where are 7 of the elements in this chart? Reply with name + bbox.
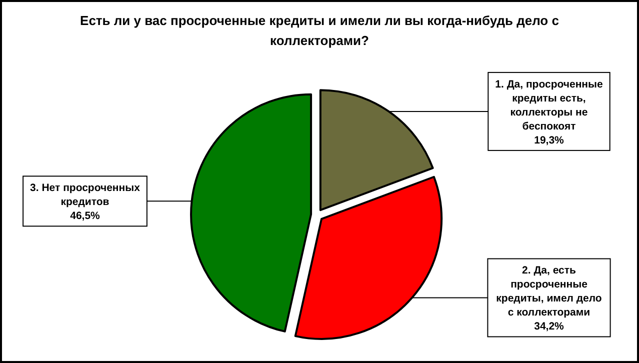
slice-label: 2. Да, есть просроченные кредиты, имел дело с коллекторами [496, 264, 602, 319]
chart-title: Есть ли у вас просроченные кредиты и имели ли вы когда-нибудь дело с коллекторами? [80, 13, 559, 48]
data-label: 34,2% [534, 320, 565, 333]
data-label: 46,5% [70, 210, 101, 222]
slice-label: 3. Нет просроченных кредитов [30, 182, 140, 208]
slice-label: 1. Да, просроченные кредиты есть, коллекторы не беспокоят [495, 78, 603, 132]
data-label: 19,3% [534, 134, 565, 146]
